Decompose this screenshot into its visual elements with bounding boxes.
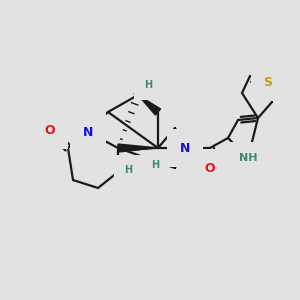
Text: N: N xyxy=(180,142,190,154)
Text: O: O xyxy=(45,124,55,136)
Polygon shape xyxy=(138,95,160,115)
Text: O: O xyxy=(205,161,215,175)
Polygon shape xyxy=(118,144,158,152)
Text: H: H xyxy=(144,80,152,90)
Text: NH: NH xyxy=(239,153,257,163)
Text: S: S xyxy=(263,76,272,88)
Text: H: H xyxy=(124,165,132,175)
Text: N: N xyxy=(83,125,93,139)
Text: H: H xyxy=(151,160,159,170)
